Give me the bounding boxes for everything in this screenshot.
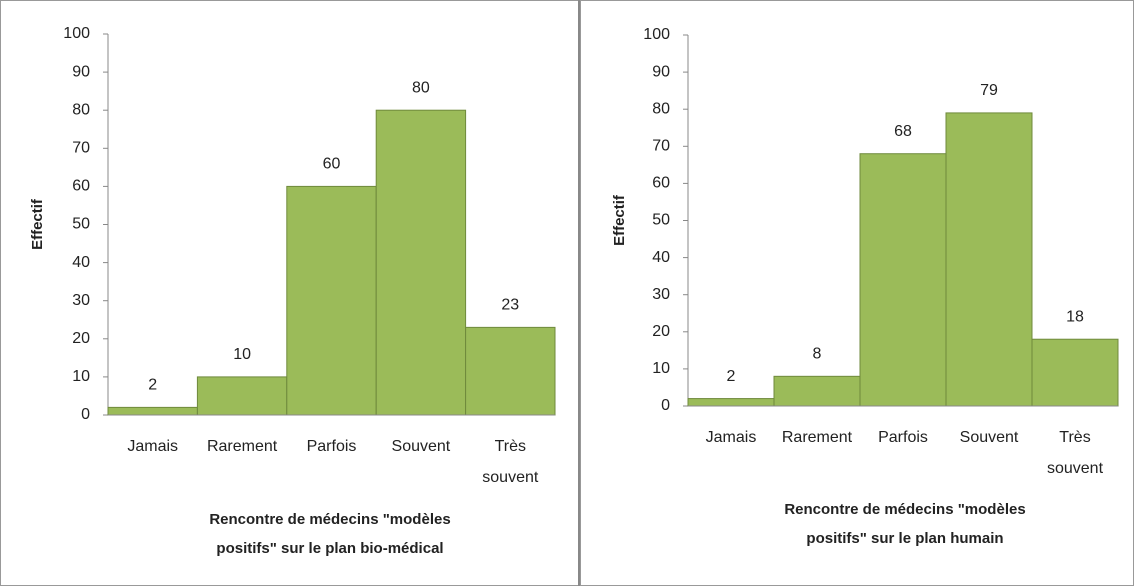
y-tick-label: 0 bbox=[661, 397, 670, 414]
y-tick-label: 70 bbox=[652, 138, 670, 155]
value-label: 23 bbox=[501, 297, 519, 314]
y-tick-label: 50 bbox=[652, 212, 670, 229]
x-tick-label: Parfois bbox=[878, 429, 928, 446]
x-tick-label: Parfois bbox=[307, 438, 357, 455]
y-tick-label: 40 bbox=[72, 254, 90, 271]
x-tick-label: Rarement bbox=[782, 429, 853, 446]
value-label: 2 bbox=[148, 377, 157, 394]
y-tick-label: 10 bbox=[652, 360, 670, 377]
y-tick-label: 80 bbox=[72, 101, 90, 118]
value-label: 10 bbox=[233, 346, 251, 363]
bar bbox=[286, 185, 377, 416]
bar bbox=[859, 153, 947, 407]
value-label: 68 bbox=[894, 123, 912, 140]
y-tick-label: 30 bbox=[652, 286, 670, 303]
bar bbox=[196, 376, 288, 416]
y-tick-label: 40 bbox=[652, 249, 670, 266]
bar bbox=[945, 112, 1033, 407]
value-label: 60 bbox=[323, 156, 341, 173]
bar bbox=[465, 326, 556, 416]
y-tick-label: 100 bbox=[63, 25, 90, 42]
x-axis-label: positifs" sur le plan humain bbox=[806, 530, 1003, 547]
y-tick-label: 90 bbox=[72, 63, 90, 80]
value-label: 18 bbox=[1066, 308, 1084, 325]
y-tick-label: 100 bbox=[643, 26, 670, 43]
y-tick-label: 0 bbox=[81, 406, 90, 423]
bar bbox=[375, 109, 467, 416]
y-tick-label: 60 bbox=[652, 175, 670, 192]
bar bbox=[1031, 338, 1119, 407]
y-tick-label: 50 bbox=[72, 216, 90, 233]
y-tick-label: 20 bbox=[72, 330, 90, 347]
value-label: 2 bbox=[727, 368, 736, 385]
x-tick-label: Très souvent bbox=[482, 438, 539, 486]
y-tick-label: 30 bbox=[72, 292, 90, 309]
bar bbox=[773, 375, 861, 407]
x-tick-label: Souvent bbox=[392, 438, 451, 455]
y-tick-label: 20 bbox=[652, 323, 670, 340]
y-tick-label: 60 bbox=[72, 178, 90, 195]
x-axis-label: Rencontre de médecins "modèles bbox=[784, 501, 1025, 518]
y-axis-label: Effectif bbox=[611, 194, 628, 246]
value-label: 79 bbox=[980, 82, 998, 99]
x-tick-label: Rarement bbox=[207, 438, 278, 455]
y-tick-label: 10 bbox=[72, 368, 90, 385]
value-label: 8 bbox=[813, 346, 822, 363]
x-axis-label: positifs" sur le plan bio-médical bbox=[216, 540, 443, 557]
y-tick-label: 70 bbox=[72, 140, 90, 157]
bar bbox=[107, 406, 198, 416]
value-label: 80 bbox=[412, 79, 430, 96]
y-tick-label: 90 bbox=[652, 63, 670, 80]
x-tick-label: Très souvent bbox=[1047, 429, 1104, 477]
x-tick-label: Jamais bbox=[127, 438, 178, 455]
bar bbox=[687, 398, 775, 407]
x-axis-label: Rencontre de médecins "modèles bbox=[209, 511, 450, 528]
x-tick-label: Jamais bbox=[706, 429, 757, 446]
x-tick-label: Souvent bbox=[960, 429, 1019, 446]
y-tick-label: 80 bbox=[652, 100, 670, 117]
y-axis-label: Effectif bbox=[29, 198, 46, 250]
